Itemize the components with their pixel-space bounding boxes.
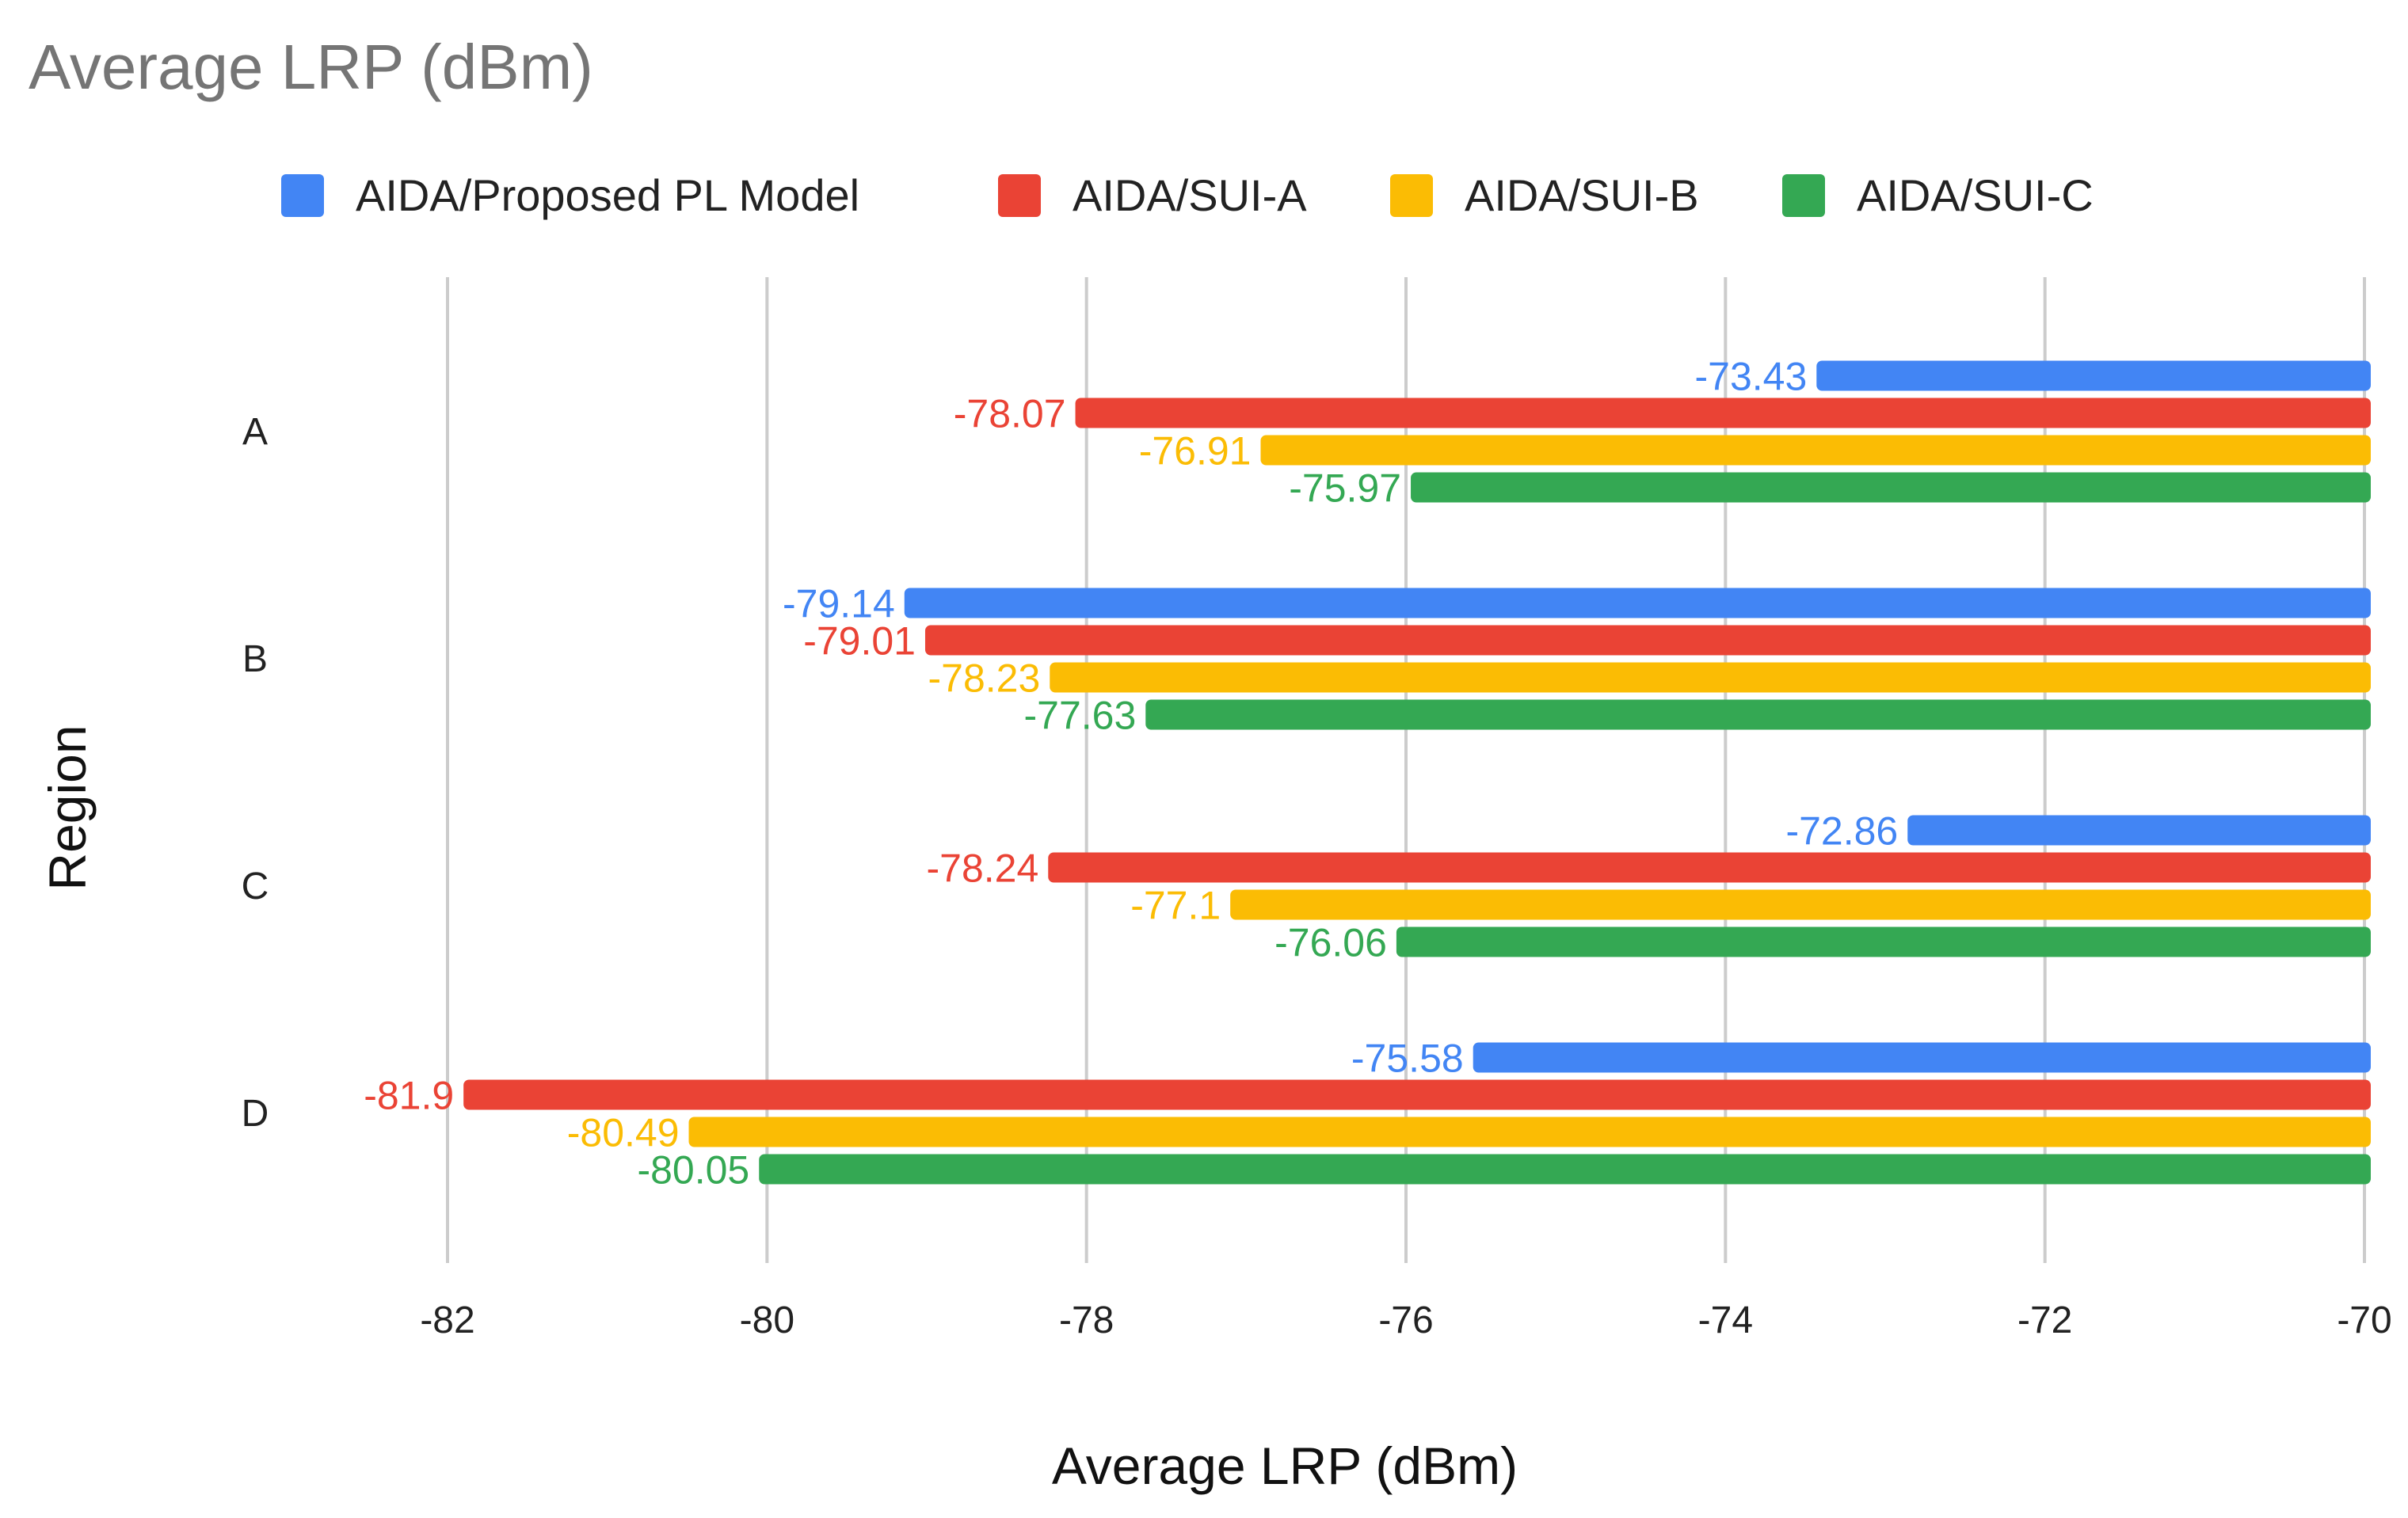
category-label: D [242, 1093, 269, 1135]
bar [759, 1154, 2371, 1185]
legend-item: AIDA/SUI-A [998, 170, 1307, 220]
bar [924, 625, 2371, 656]
bar [1473, 1042, 2371, 1073]
x-tick-label: -80 [740, 1299, 794, 1341]
data-label: -79.14 [783, 582, 895, 626]
data-label: -80.05 [637, 1148, 749, 1193]
data-label: -75.97 [1289, 466, 1401, 511]
bar [1230, 889, 2371, 920]
data-label: -78.23 [928, 656, 1041, 701]
data-label: -72.86 [1785, 809, 1898, 854]
x-tick-label: -72 [2017, 1299, 2072, 1341]
legend-label: AIDA/SUI-A [1073, 170, 1307, 220]
legend-label: AIDA/SUI-B [1465, 170, 1699, 220]
legend-label: AIDA/Proposed PL Model [356, 170, 859, 220]
legend-swatch [281, 174, 324, 217]
x-axis-title: Average LRP (dBm) [1052, 1436, 1518, 1495]
data-label: -79.01 [803, 619, 916, 664]
x-tick-label: -82 [420, 1299, 474, 1341]
data-label: -76.91 [1139, 429, 1252, 474]
data-label: -81.9 [364, 1074, 454, 1118]
data-label: -76.06 [1274, 921, 1387, 965]
legend-item: AIDA/SUI-C [1782, 170, 2094, 220]
bar [1145, 699, 2371, 730]
legend-swatch [1390, 174, 1433, 217]
data-label: -77.63 [1024, 694, 1137, 738]
data-label: -78.24 [926, 847, 1038, 891]
bar [1048, 852, 2371, 883]
data-label: -80.49 [567, 1111, 680, 1155]
bars [463, 360, 2372, 1185]
bar [1075, 398, 2371, 428]
legend-item: AIDA/SUI-B [1390, 170, 1699, 220]
bar [1396, 926, 2371, 957]
data-label: -73.43 [1695, 355, 1808, 399]
y-axis-categories: A B C D [242, 411, 269, 1135]
bar [1411, 472, 2371, 503]
legend-item: AIDA/Proposed PL Model [281, 170, 859, 220]
x-axis-ticks: -82 -80 -78 -76 -74 -72 -70 [420, 1299, 2391, 1341]
bar [904, 588, 2371, 618]
data-label: -75.58 [1351, 1037, 1464, 1081]
bar [463, 1079, 2371, 1110]
data-labels: -73.43 -78.07 -76.91 -75.97 -79.14-79.01 -78.… [364, 355, 1898, 1193]
x-tick-label: -78 [1059, 1299, 1114, 1341]
y-axis-title: Region [38, 725, 97, 890]
legend: AIDA/Proposed PL Model AIDA/SUI-A AIDA/SUI… [281, 170, 2094, 220]
legend-swatch [1782, 174, 1825, 217]
bar [1050, 662, 2371, 693]
category-label: C [242, 866, 269, 907]
bar [1907, 815, 2371, 846]
x-tick-label: -70 [2337, 1299, 2391, 1341]
category-label: A [242, 411, 268, 453]
bar [1816, 360, 2371, 391]
category-label: B [242, 638, 268, 680]
legend-swatch [998, 174, 1041, 217]
x-tick-label: -76 [1378, 1299, 1433, 1341]
chart-title: Average LRP (dBm) [29, 32, 593, 102]
legend-label: AIDA/SUI-C [1857, 170, 2094, 220]
data-label: -77.1 [1130, 884, 1221, 928]
data-label: -78.07 [954, 392, 1066, 436]
bar [1260, 435, 2371, 466]
bar [688, 1117, 2372, 1147]
x-tick-label: -74 [1698, 1299, 1753, 1341]
